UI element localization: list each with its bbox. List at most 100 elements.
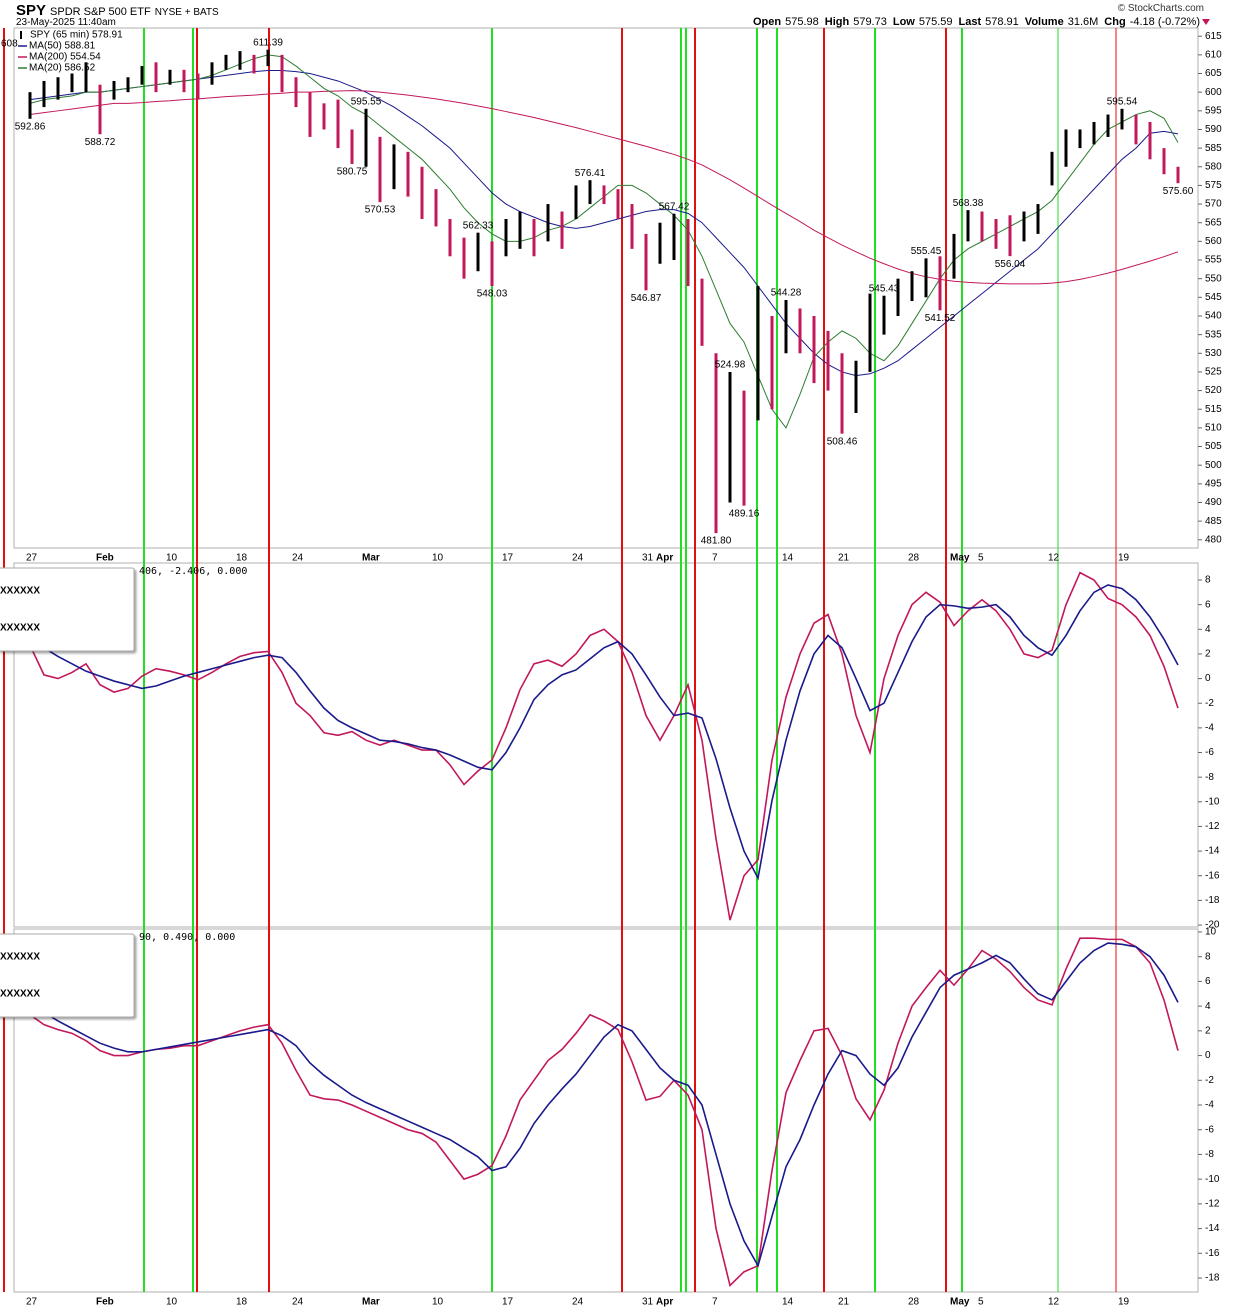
- stat: Volume 31.6M: [1025, 16, 1099, 28]
- y-tick-label: -2: [1205, 698, 1214, 709]
- y-tick-label: 6: [1205, 976, 1211, 987]
- legend-label: MA(20) 586.52: [29, 63, 96, 74]
- x-tick-label: Feb: [96, 553, 114, 564]
- high-label: 555.45: [911, 246, 942, 257]
- stat-value: 579.73: [853, 16, 887, 28]
- high-label: 524.98: [715, 360, 746, 371]
- x-tick-label: 10: [166, 1297, 178, 1308]
- legend-box-text: XXXXXX: [0, 952, 40, 963]
- low-label: 588.72: [85, 137, 116, 148]
- y-tick-label: -20: [1205, 920, 1220, 931]
- stat-label: Volume: [1024, 16, 1064, 28]
- y-tick-label: -10: [1205, 1174, 1220, 1185]
- stat-label: Chg: [1104, 16, 1126, 28]
- y-tick-label: -18: [1205, 895, 1220, 906]
- x-tick-label: 21: [838, 1297, 850, 1308]
- series-line: [29, 54, 1179, 429]
- y-tick-label: -6: [1205, 1124, 1214, 1135]
- high-label: 567.42: [659, 201, 690, 212]
- low-label: 570.53: [365, 205, 396, 216]
- y-tick-label: 490: [1205, 497, 1222, 508]
- high-label: 611.39: [253, 37, 283, 48]
- high-label: 595.54: [1107, 96, 1138, 107]
- legend-label: SPY (65 min) 578.91: [30, 30, 123, 41]
- x-tick-label: 28: [908, 1297, 920, 1308]
- low-label: 580.75: [337, 167, 368, 178]
- symbol: SPY: [16, 2, 47, 19]
- y-tick-label: 0: [1205, 1050, 1211, 1061]
- stat: Chg -4.18 (-0.72%): [1104, 16, 1200, 28]
- high-label: 545.43: [869, 283, 900, 294]
- x-tick-label: 12: [1048, 1297, 1060, 1308]
- x-tick-label: 17: [502, 553, 514, 564]
- y-tick-label: -14: [1205, 1223, 1220, 1234]
- y-tick-label: -10: [1205, 796, 1220, 807]
- stat-label: High: [824, 16, 850, 28]
- y-tick-label: -12: [1205, 821, 1220, 832]
- x-tick-label: 31: [642, 553, 654, 564]
- legend-fragment: 90, 0.490, 0.000: [139, 932, 235, 943]
- y-tick-label: -16: [1205, 1248, 1220, 1259]
- stat-label: Open: [752, 16, 782, 28]
- stat: Last 578.91: [959, 16, 1019, 28]
- y-tick-label: 530: [1205, 348, 1222, 359]
- y-tick-label: 8: [1205, 951, 1211, 962]
- stat-label: Low: [892, 16, 915, 28]
- x-tick-label: May: [950, 1297, 970, 1308]
- stat: High 579.73: [825, 16, 887, 28]
- stat-label: Last: [958, 16, 982, 28]
- y-tick-label: 485: [1205, 516, 1222, 527]
- low-label: 556.04: [995, 259, 1026, 270]
- x-tick-label: Mar: [362, 553, 380, 564]
- y-tick-label: 540: [1205, 311, 1222, 322]
- x-tick-label: May: [950, 553, 970, 564]
- x-tick-label: 27: [26, 553, 38, 564]
- y-tick-label: 570: [1205, 199, 1222, 210]
- y-tick-label: 550: [1205, 273, 1222, 284]
- y-tick-label: -4: [1205, 1100, 1214, 1111]
- x-tick-label: 14: [782, 553, 794, 564]
- stat-value: 575.59: [918, 16, 953, 28]
- left-axis-label: 608: [1, 39, 18, 50]
- x-tick-label: 31: [642, 1297, 654, 1308]
- source: © StockCharts.com: [1117, 3, 1204, 14]
- security-name: SPDR S&P 500 ETF: [50, 6, 151, 18]
- legend-box-text: XXXXXX: [0, 586, 40, 597]
- y-tick-label: 580: [1205, 161, 1222, 172]
- stat-value: 31.6M: [1067, 16, 1099, 28]
- y-tick-label: 515: [1205, 404, 1222, 415]
- y-tick-label: 2: [1205, 1025, 1211, 1036]
- stat: Open 575.98: [753, 16, 819, 28]
- y-tick-label: 590: [1205, 124, 1222, 135]
- y-tick-label: -8: [1205, 1149, 1214, 1160]
- x-tick-label: 5: [978, 1297, 984, 1308]
- x-tick-label: 12: [1048, 553, 1060, 564]
- stat-value: -4.18 (-0.72%): [1129, 16, 1200, 28]
- low-label: 541.52: [925, 313, 956, 324]
- low-label: 481.80: [701, 536, 732, 547]
- x-tick-label: 21: [838, 553, 850, 564]
- x-tick-label: 24: [292, 1297, 304, 1308]
- x-tick-label: 19: [1118, 553, 1130, 564]
- series-line: [29, 584, 1179, 881]
- legend-box: [0, 567, 135, 652]
- y-tick-label: 535: [1205, 329, 1222, 340]
- low-label: 508.46: [827, 436, 858, 447]
- high-label: 595.55: [351, 96, 382, 107]
- x-tick-label: Feb: [96, 1297, 114, 1308]
- series-line: [29, 937, 1179, 1287]
- x-tick-label: 24: [572, 1297, 584, 1308]
- low-label: 575.60: [1163, 186, 1194, 197]
- x-tick-label: 24: [572, 553, 584, 564]
- stat: Low 575.59: [893, 16, 953, 28]
- high-label: 562.33: [463, 220, 494, 231]
- panel-frame: [13, 928, 1199, 1293]
- y-tick-label: 585: [1205, 143, 1222, 154]
- high-label: 576.41: [575, 168, 606, 179]
- legend-box-text: XXXXXX: [0, 989, 40, 1000]
- title-line: SPY SPDR S&P 500 ETF NYSE + BATS: [16, 2, 219, 19]
- y-tick-label: 575: [1205, 180, 1222, 191]
- y-tick-label: -2: [1205, 1075, 1214, 1086]
